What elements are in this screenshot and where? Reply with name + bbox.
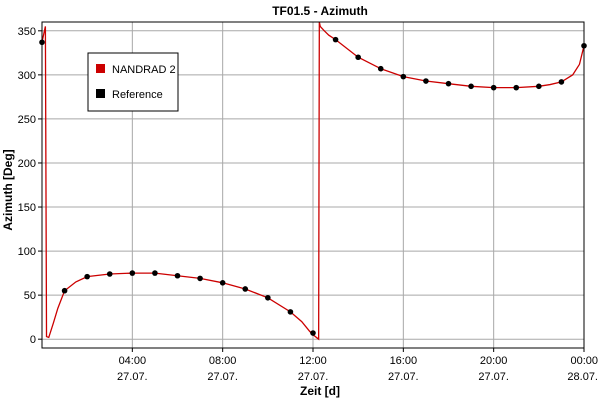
x-tick-time-label: 12:00: [299, 355, 327, 367]
tick-labels: 0 50 100 150 200 250 300 350 04:00 27.07. 08:00 27.…: [18, 26, 598, 383]
legend-label: NANDRAD 2: [112, 64, 176, 76]
y-tick-label: 0: [30, 334, 36, 346]
legend-swatch: [96, 89, 105, 98]
legend-label: Reference: [112, 89, 163, 101]
x-tick-time-label: 04:00: [119, 355, 147, 367]
y-axis-title: Azimuth [Deg]: [1, 149, 15, 230]
reference-point: [287, 309, 294, 315]
reference-point: [310, 330, 316, 336]
chart-title: TF01.5 - Azimuth: [272, 4, 368, 18]
x-axis-title: Zeit [d]: [300, 384, 340, 398]
reference-point: [490, 84, 497, 91]
legend: NANDRAD 2 Reference: [87, 52, 179, 112]
y-tick-label: 200: [18, 158, 36, 170]
x-tick-date-label: 28.07.: [567, 371, 598, 383]
x-tick-time-label: 20:00: [480, 355, 508, 367]
reference-point: [558, 79, 565, 85]
y-tick-label: 50: [24, 290, 36, 302]
x-tick-date-label: 27.07.: [298, 371, 329, 383]
reference-point: [61, 287, 68, 294]
reference-point: [152, 270, 158, 276]
legend-swatch: [96, 64, 105, 73]
reference-point: [536, 83, 542, 90]
reference-point: [84, 273, 90, 280]
reference-point: [400, 73, 407, 80]
reference-point: [106, 271, 113, 277]
x-tick-date-label: 27.07.: [478, 371, 509, 383]
x-tick-date-label: 27.07.: [117, 371, 148, 383]
reference-point: [174, 272, 181, 279]
y-tick-label: 150: [18, 202, 36, 214]
reference-point: [332, 36, 339, 43]
x-tick-time-label: 16:00: [390, 355, 418, 367]
reference-point: [219, 280, 226, 286]
reference-point: [355, 54, 361, 61]
reference-point: [423, 78, 429, 84]
y-tick-label: 100: [18, 246, 36, 258]
legend-box: [87, 52, 179, 112]
reference-point: [197, 275, 203, 282]
x-tick-time-label: 00:00: [570, 355, 598, 367]
reference-point: [265, 294, 271, 301]
x-tick-date-label: 27.07.: [207, 371, 238, 383]
y-tick-label: 350: [18, 26, 36, 38]
y-tick-label: 300: [18, 70, 36, 82]
y-tick-label: 250: [18, 114, 36, 126]
x-tick-time-label: 08:00: [209, 355, 237, 367]
reference-point: [377, 65, 384, 72]
reference-point: [445, 80, 452, 87]
series-layer: [39, 22, 587, 341]
reference-point: [513, 84, 520, 91]
reference-point: [242, 286, 249, 292]
reference-point: [129, 270, 136, 276]
x-tick-date-label: 27.07.: [388, 371, 419, 383]
reference-point: [468, 83, 474, 90]
